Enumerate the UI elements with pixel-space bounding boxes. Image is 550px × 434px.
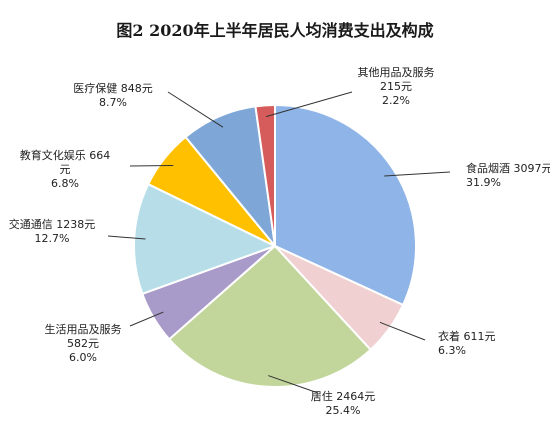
- leader-line-6: [167, 91, 224, 128]
- slice-label-6-line-1: 医疗保健 848元: [73, 81, 153, 95]
- slice-label-0-line-2: 31.9%: [466, 176, 501, 189]
- slice-label-3-line-3: 6.0%: [69, 351, 97, 364]
- slice-label-5-line-1: 教育文化娱乐 664: [20, 148, 111, 162]
- slice-label-6-line-2: 8.7%: [99, 96, 127, 109]
- pie-slices: [133, 103, 417, 388]
- slice-label-2-line-1: 居住 2464元: [311, 389, 376, 403]
- slice-label-4-line-1: 交通通信 1238元: [9, 217, 96, 231]
- leader-line-1: [379, 321, 426, 341]
- slice-label-2-line-2: 25.4%: [326, 404, 361, 417]
- slice-label-5-line-3: 6.8%: [51, 177, 79, 190]
- slice-label-7-line-2: 215元: [380, 80, 412, 93]
- slice-label-7-line-3: 2.2%: [382, 94, 410, 107]
- slice-label-4-line-2: 12.7%: [35, 232, 70, 245]
- leader-line-0: [384, 171, 451, 177]
- pie-slice-2: [167, 244, 372, 388]
- slice-label-3-line-1: 生活用品及服务: [45, 322, 122, 336]
- leader-lines: [107, 91, 451, 394]
- leader-line-3: [129, 311, 164, 327]
- slice-label-1-line-2: 6.3%: [438, 344, 466, 357]
- slice-label-7-line-1: 其他用品及服务: [358, 66, 435, 79]
- slice-label-0-line-1: 食品烟酒 3097元: [466, 161, 550, 175]
- pie-slice-7: [254, 103, 276, 247]
- chart-title: 图2 2020年上半年居民人均消费支出及构成: [116, 21, 433, 40]
- slice-label-1-line-1: 衣着 611元: [438, 329, 496, 343]
- leader-line-4: [107, 235, 146, 240]
- pie-slice-0: [274, 103, 417, 307]
- leader-line-2: [268, 375, 319, 394]
- leader-line-7: [265, 91, 353, 118]
- slice-label-5-line-2: 元: [60, 163, 71, 176]
- slice-label-3-line-2: 582元: [67, 337, 99, 350]
